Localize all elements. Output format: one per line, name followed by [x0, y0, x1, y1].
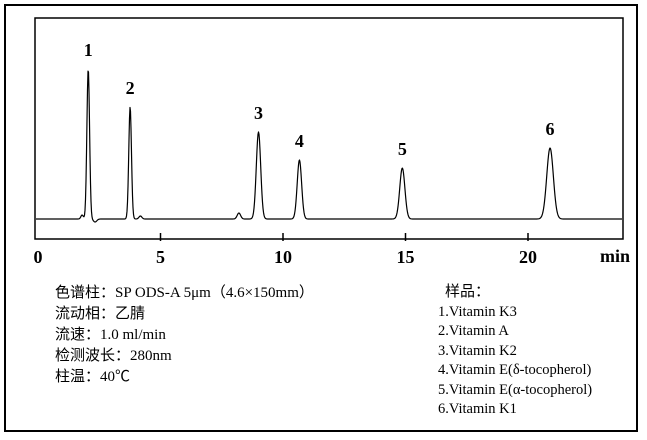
x-tick-label: 15 [397, 247, 415, 267]
peak-label-6: 6 [546, 119, 555, 139]
peak-label-3: 3 [254, 103, 263, 123]
peak-label-1: 1 [84, 40, 93, 60]
x-tick-label: 0 [34, 247, 43, 267]
sample-header: 样品： [445, 284, 491, 300]
peak-label-2: 2 [126, 78, 135, 98]
condition-line: 检测波长：280nm [55, 348, 172, 364]
sample-block: 样品： 1.Vitamin K3 2.Vitamin A 3.Vitamin K2 4… [438, 283, 592, 420]
sample-item: 5.Vitamin E(α-tocopherol) [438, 381, 593, 398]
condition-line: 柱温：40℃ [55, 369, 131, 385]
sample-item: 1.Vitamin K3 [438, 303, 517, 320]
sample-item: 3.Vitamin K2 [438, 342, 517, 359]
peak-label-4: 4 [295, 131, 304, 151]
x-tick-label: 5 [156, 247, 165, 267]
sample-item: 6.Vitamin K1 [438, 401, 517, 417]
conditions-block: 色谱柱：SP ODS-A 5μm（4.6×150mm） 流动相：乙腈流速：1.0 … [55, 283, 314, 388]
x-axis-unit-label: min [600, 246, 630, 266]
condition-line: 流动相：乙腈 [55, 306, 146, 322]
condition-line: 流速：1.0 ml/min [55, 327, 166, 343]
x-tick-label: 10 [274, 247, 292, 267]
plot-box [34, 17, 624, 240]
chromatogram-plot: 0 5 10 15 20 min 1 2 3 4 5 6 [34, 17, 630, 267]
condition-line: 色谱柱：SP ODS-A 5μm（4.6×150mm） [55, 285, 314, 301]
sample-item: 2.Vitamin A [438, 323, 509, 339]
chromatogram-trace [35, 70, 623, 223]
sample-item: 4.Vitamin E(δ-tocopherol) [438, 362, 592, 378]
sample-list: 1.Vitamin K3 2.Vitamin A 3.Vitamin K2 4.Vit… [438, 303, 592, 420]
x-tick-label: 20 [519, 247, 537, 267]
figure-border [4, 4, 638, 432]
peak-label-5: 5 [398, 139, 407, 159]
